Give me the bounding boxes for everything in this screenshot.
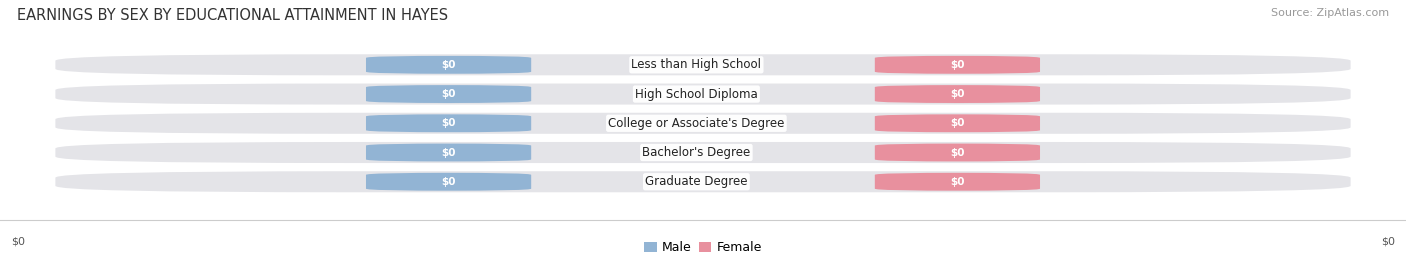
Text: Less than High School: Less than High School xyxy=(631,58,762,71)
FancyBboxPatch shape xyxy=(366,144,531,162)
Text: High School Diploma: High School Diploma xyxy=(636,88,758,100)
Text: $0: $0 xyxy=(950,89,965,99)
Text: $0: $0 xyxy=(11,236,25,246)
FancyBboxPatch shape xyxy=(875,173,1040,191)
FancyBboxPatch shape xyxy=(366,56,531,74)
Text: $0: $0 xyxy=(1381,236,1395,246)
Legend: Male, Female: Male, Female xyxy=(640,236,766,259)
FancyBboxPatch shape xyxy=(875,85,1040,103)
FancyBboxPatch shape xyxy=(55,54,1351,75)
Text: $0: $0 xyxy=(950,177,965,187)
FancyBboxPatch shape xyxy=(55,171,1351,192)
Text: College or Associate's Degree: College or Associate's Degree xyxy=(609,117,785,130)
FancyBboxPatch shape xyxy=(55,142,1351,163)
Text: $0: $0 xyxy=(950,60,965,70)
Text: EARNINGS BY SEX BY EDUCATIONAL ATTAINMENT IN HAYES: EARNINGS BY SEX BY EDUCATIONAL ATTAINMEN… xyxy=(17,8,449,23)
FancyBboxPatch shape xyxy=(366,85,531,103)
FancyBboxPatch shape xyxy=(55,84,1351,105)
FancyBboxPatch shape xyxy=(875,56,1040,74)
FancyBboxPatch shape xyxy=(366,173,531,191)
Text: $0: $0 xyxy=(441,89,456,99)
FancyBboxPatch shape xyxy=(875,114,1040,132)
FancyBboxPatch shape xyxy=(875,144,1040,162)
FancyBboxPatch shape xyxy=(55,113,1351,134)
Text: Graduate Degree: Graduate Degree xyxy=(645,175,748,188)
Text: $0: $0 xyxy=(950,118,965,128)
FancyBboxPatch shape xyxy=(366,114,531,132)
Text: Source: ZipAtlas.com: Source: ZipAtlas.com xyxy=(1271,8,1389,18)
Text: $0: $0 xyxy=(441,177,456,187)
Text: $0: $0 xyxy=(441,118,456,128)
Text: $0: $0 xyxy=(441,147,456,158)
Text: $0: $0 xyxy=(441,60,456,70)
Text: $0: $0 xyxy=(950,147,965,158)
Text: Bachelor's Degree: Bachelor's Degree xyxy=(643,146,751,159)
